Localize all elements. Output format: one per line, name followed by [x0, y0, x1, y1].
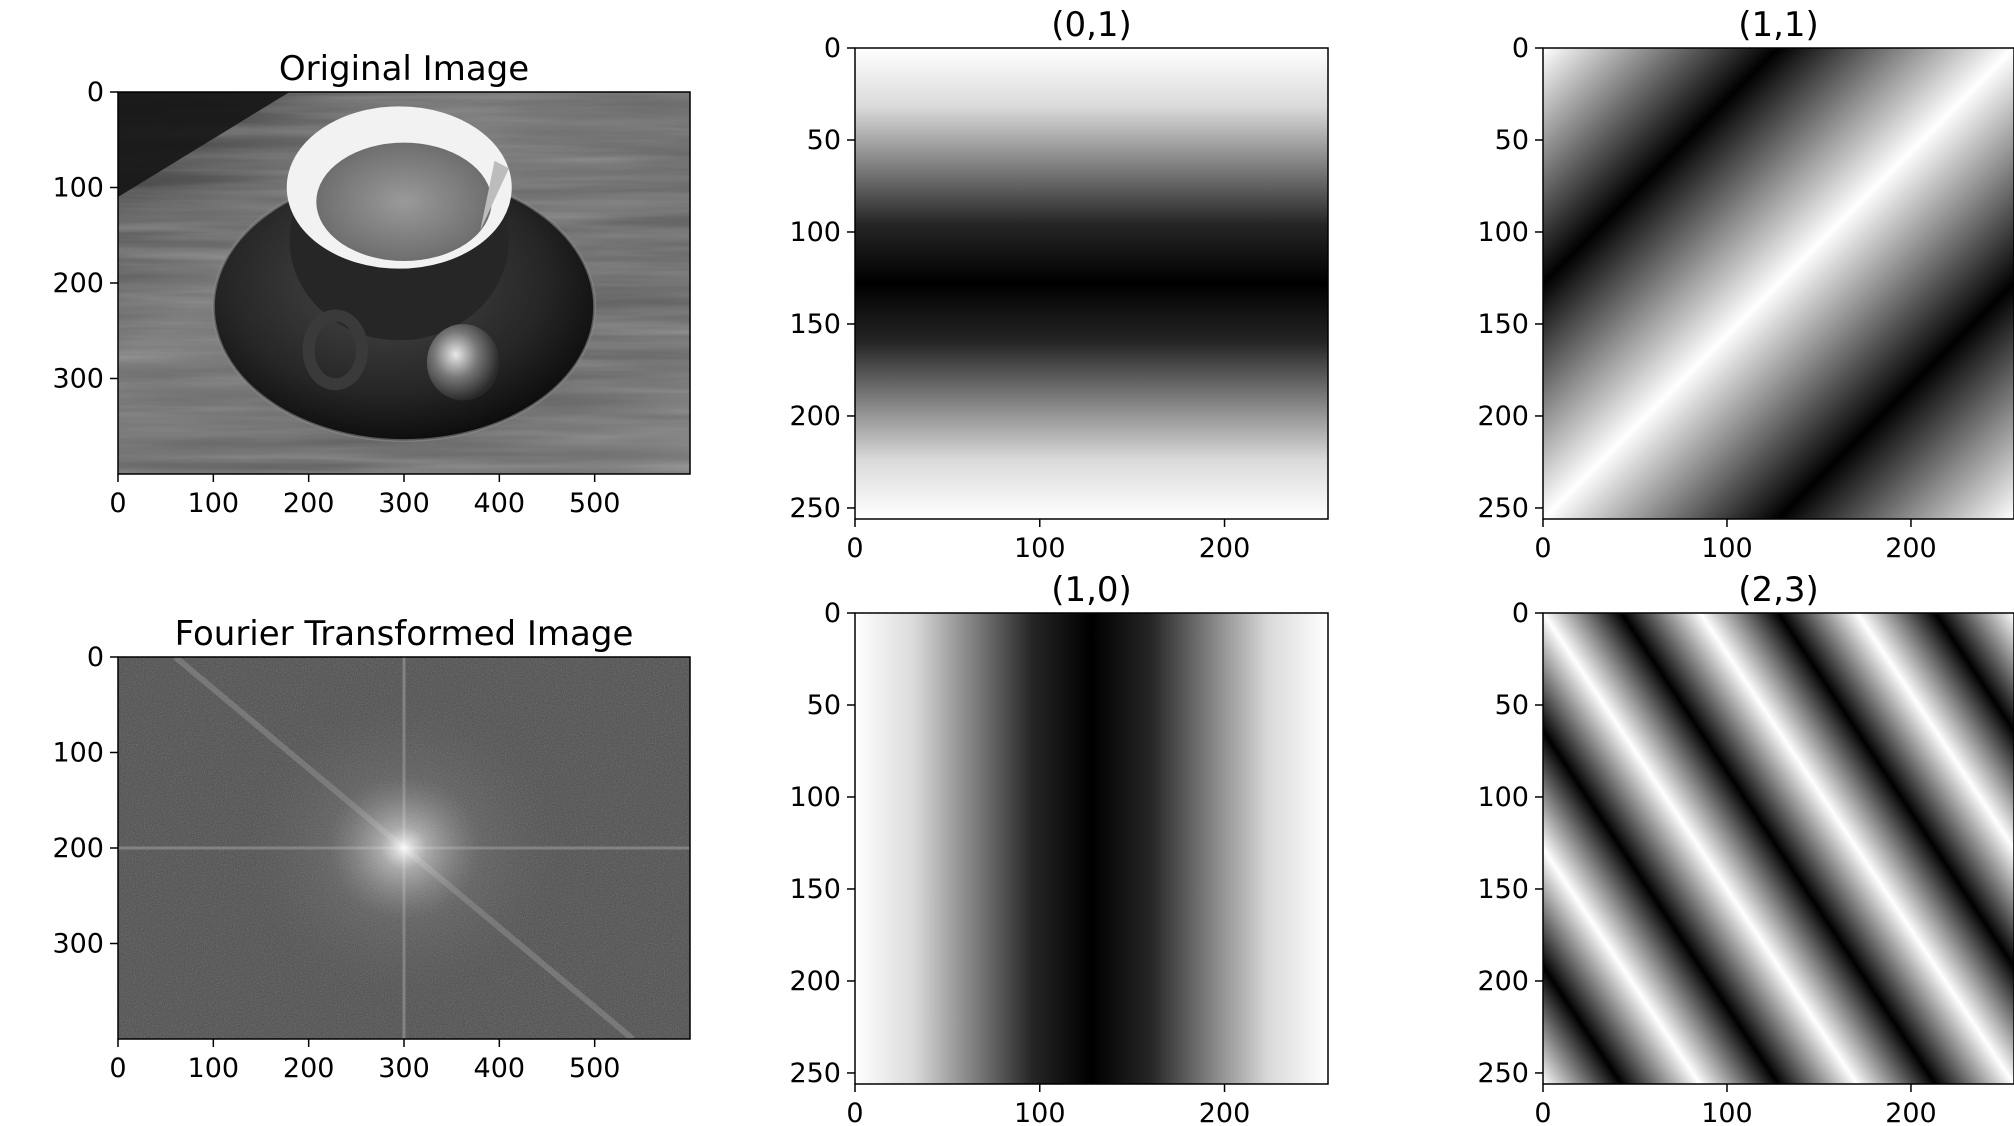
panel-title: (1,0) [1051, 570, 1132, 610]
x-tick-label: 0 [109, 1053, 126, 1084]
x-tick-label: 100 [1701, 1098, 1753, 1126]
y-tick-label: 0 [824, 598, 841, 629]
y-tick-label: 200 [52, 833, 104, 864]
y-tick-label: 150 [789, 874, 841, 905]
panel-title: (0,1) [1051, 5, 1132, 45]
y-tick-label: 50 [807, 125, 841, 156]
y-tick-label: 250 [1477, 1058, 1529, 1089]
y-tick-label: 250 [1477, 493, 1529, 524]
panel-title: (1,1) [1738, 5, 1819, 45]
x-tick-label: 100 [188, 1053, 240, 1084]
y-tick-label: 200 [789, 966, 841, 997]
y-tick-label: 50 [807, 690, 841, 721]
panel-title: Fourier Transformed Image [175, 614, 634, 654]
x-tick-label: 200 [283, 488, 335, 519]
panel-5: (1,0) 0 100 200 0 50 100 150 200 250 [789, 570, 1329, 1126]
x-tick-label: 200 [1199, 1098, 1251, 1126]
x-tick-label: 100 [1014, 1098, 1066, 1126]
y-tick-label: 0 [1512, 33, 1529, 64]
x-tick-label: 0 [109, 488, 126, 519]
panel-2: (0,1) 0 100 200 0 50 100 150 200 250 [789, 5, 1329, 564]
y-tick-label: 150 [1477, 874, 1529, 905]
cosine-pattern [855, 613, 1328, 1084]
x-tick-label: 0 [846, 533, 863, 564]
fourier-spectrum [118, 657, 690, 1039]
x-tick-label: 100 [1701, 533, 1753, 564]
y-tick-label: 0 [824, 33, 841, 64]
cosine-pattern [1543, 48, 2014, 519]
panel-6: (2,3) 0 100 200 0 50 100 150 200 250 [1477, 570, 2014, 1126]
x-tick-label: 300 [378, 1053, 430, 1084]
y-tick-label: 300 [52, 929, 104, 960]
x-tick-label: 0 [1534, 1098, 1551, 1126]
panel-4: Fourier Transformed Image 0 100 200 300 400 50… [52, 614, 691, 1084]
x-tick-label: 200 [1199, 533, 1251, 564]
y-tick-label: 0 [87, 642, 104, 673]
y-tick-label: 50 [1495, 125, 1529, 156]
y-tick-label: 100 [789, 217, 841, 248]
y-tick-label: 150 [1477, 309, 1529, 340]
x-tick-label: 200 [283, 1053, 335, 1084]
y-tick-label: 0 [87, 77, 104, 108]
panel-1: Original Image 0 100 200 300 400 500 0 100 200 300 [52, 49, 691, 519]
y-tick-label: 100 [52, 738, 104, 769]
x-tick-label: 300 [378, 488, 430, 519]
y-tick-label: 250 [789, 1058, 841, 1089]
cosine-pattern [855, 48, 1328, 519]
x-tick-label: 0 [846, 1098, 863, 1126]
panel-title: Original Image [279, 49, 529, 89]
axes-frame [1542, 47, 2014, 520]
y-tick-label: 300 [52, 364, 104, 395]
y-tick-label: 50 [1495, 690, 1529, 721]
y-tick-label: 100 [52, 173, 104, 204]
x-tick-label: 400 [474, 488, 526, 519]
y-tick-label: 200 [789, 401, 841, 432]
axes-frame [854, 47, 1329, 520]
x-tick-label: 400 [474, 1053, 526, 1084]
x-tick-label: 500 [569, 488, 621, 519]
y-tick-label: 200 [1477, 401, 1529, 432]
axes-frame [854, 612, 1329, 1085]
y-tick-label: 0 [1512, 598, 1529, 629]
x-tick-label: 200 [1885, 533, 1937, 564]
x-tick-label: 500 [569, 1053, 621, 1084]
x-tick-label: 200 [1885, 1098, 1937, 1126]
cosine-pattern [1543, 613, 2014, 1084]
y-tick-label: 250 [789, 493, 841, 524]
panel-title: (2,3) [1738, 570, 1819, 610]
x-tick-label: 100 [188, 488, 240, 519]
original-photo [118, 92, 690, 474]
axes-frame [1542, 612, 2014, 1085]
panel-3: (1,1) 0 100 200 0 50 100 150 200 250 [1477, 5, 2014, 564]
y-tick-label: 150 [789, 309, 841, 340]
y-tick-label: 200 [1477, 966, 1529, 997]
y-tick-label: 100 [1477, 782, 1529, 813]
y-tick-label: 100 [789, 782, 841, 813]
y-tick-label: 200 [52, 268, 104, 299]
y-tick-label: 100 [1477, 217, 1529, 248]
x-tick-label: 0 [1534, 533, 1551, 564]
x-tick-label: 100 [1014, 533, 1066, 564]
